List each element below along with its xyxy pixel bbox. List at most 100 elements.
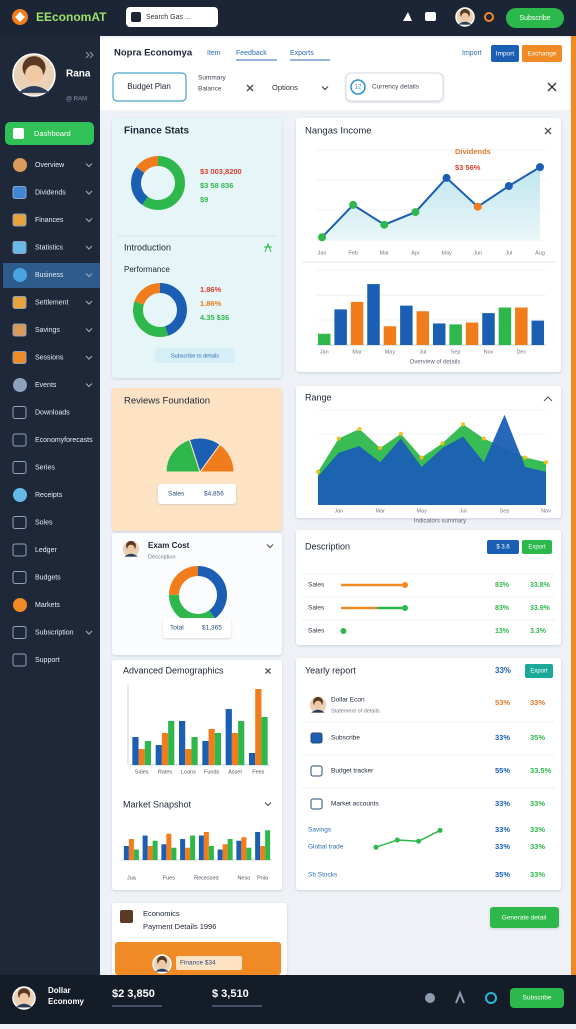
stat-line: $3 58 836 [200, 181, 233, 190]
bar [217, 849, 223, 860]
bar [265, 830, 271, 860]
footer-icon[interactable] [455, 990, 465, 1004]
x-tick-label: Apr [411, 250, 420, 256]
area-point [544, 460, 548, 465]
close-icon[interactable] [265, 668, 271, 674]
line-point [318, 233, 326, 242]
menu-icon [12, 433, 27, 447]
menu-item: Downloads [35, 409, 70, 416]
bar [222, 844, 228, 860]
row-icon [310, 765, 323, 777]
sidebar-primary[interactable] [5, 122, 94, 145]
menu-icon [12, 543, 27, 557]
pct: 55% [495, 766, 510, 775]
button-label: $ 3.6 [496, 545, 510, 551]
summary-label: Balance [198, 86, 222, 93]
pct: 33.8% [530, 582, 551, 589]
x-tick-label: Feb [348, 250, 357, 256]
footer-button[interactable] [510, 988, 564, 1008]
logo-glyph [15, 12, 25, 22]
bar [236, 840, 242, 860]
action-button[interactable] [490, 907, 559, 928]
tab[interactable]: Item [207, 50, 221, 57]
econ-icon [120, 910, 133, 923]
x-tick-label: May [385, 349, 396, 355]
bar [132, 737, 139, 765]
top-button[interactable] [506, 8, 564, 28]
donut-segment [133, 283, 187, 337]
pct: 33% [495, 825, 510, 834]
tab[interactable]: Nopra Economya [114, 48, 193, 59]
tab[interactable]: Feedback [236, 50, 267, 57]
menu-icon [12, 626, 27, 639]
bar [334, 309, 347, 345]
x-tick-label: Sep [451, 349, 461, 355]
user-name: Rana [66, 69, 91, 80]
bar [255, 832, 261, 860]
bar [180, 839, 186, 860]
sidebar-primary-label: Dashboard [34, 129, 71, 138]
pct: 33% [495, 733, 510, 742]
x-axis-label: Indicators summary [414, 519, 466, 525]
footer-stat: $2 3,850 [112, 988, 155, 1000]
tab[interactable]: Exports [290, 50, 314, 57]
collapse-icon[interactable] [85, 51, 94, 59]
x-tick-label: May [441, 250, 452, 256]
card-subtitle: Payment Details 1996 [143, 922, 216, 931]
row-label: Budget tracker [331, 768, 374, 775]
avatar-body [15, 1003, 33, 1008]
close-icon[interactable] [547, 82, 557, 92]
bar [449, 324, 462, 345]
bar [179, 721, 186, 765]
bar [383, 326, 397, 345]
currency-pill[interactable] [345, 72, 444, 102]
menu-icon [12, 186, 27, 199]
x-tick-label: Aug [535, 250, 545, 256]
yearly-button[interactable] [525, 664, 553, 678]
donut-segment [133, 283, 187, 337]
x-tick-label: Nov [484, 349, 494, 355]
sidebar-primary-icon [13, 128, 24, 139]
settings-icon[interactable] [484, 12, 494, 22]
x-tick-label: Fees [252, 769, 264, 775]
bar [185, 749, 192, 765]
menu-item: Soles [35, 519, 53, 526]
exchange-button[interactable] [522, 45, 562, 62]
stat-line: $3 003,8200 [200, 167, 242, 176]
trend-point [373, 844, 379, 850]
notify-icon[interactable] [403, 12, 412, 21]
import-button[interactable] [491, 45, 519, 62]
desc-button[interactable] [487, 540, 519, 554]
line-point [536, 163, 544, 172]
close-icon[interactable] [544, 127, 552, 135]
annotation: Dividends [455, 147, 491, 156]
x-tick-label: Jan [318, 250, 327, 256]
x-tick-label: Fues [163, 875, 175, 881]
footer [0, 975, 576, 1024]
bar [227, 839, 233, 860]
bar [249, 753, 256, 765]
details-button[interactable] [155, 348, 235, 363]
filter-box[interactable] [112, 72, 187, 102]
row-label: Sales [308, 628, 325, 635]
search-box[interactable] [126, 7, 218, 27]
bar [465, 322, 479, 345]
bar [416, 311, 430, 345]
bar [350, 301, 364, 345]
stat-line [212, 1005, 262, 1007]
line-point [349, 200, 358, 209]
bar [515, 307, 528, 345]
annotation: $3 56% [455, 163, 481, 172]
footer-icon[interactable] [425, 993, 435, 1003]
bar [531, 320, 545, 345]
pie-segment [199, 443, 235, 473]
close-icon[interactable] [246, 84, 254, 92]
footer-icon[interactable] [485, 992, 497, 1004]
pct: 33% [495, 842, 510, 851]
page-edge [571, 36, 576, 976]
mail-icon[interactable] [425, 12, 436, 21]
card-title: Advanced Demographics [123, 665, 224, 675]
expand-icon [543, 396, 553, 402]
desc-button[interactable] [522, 540, 552, 554]
